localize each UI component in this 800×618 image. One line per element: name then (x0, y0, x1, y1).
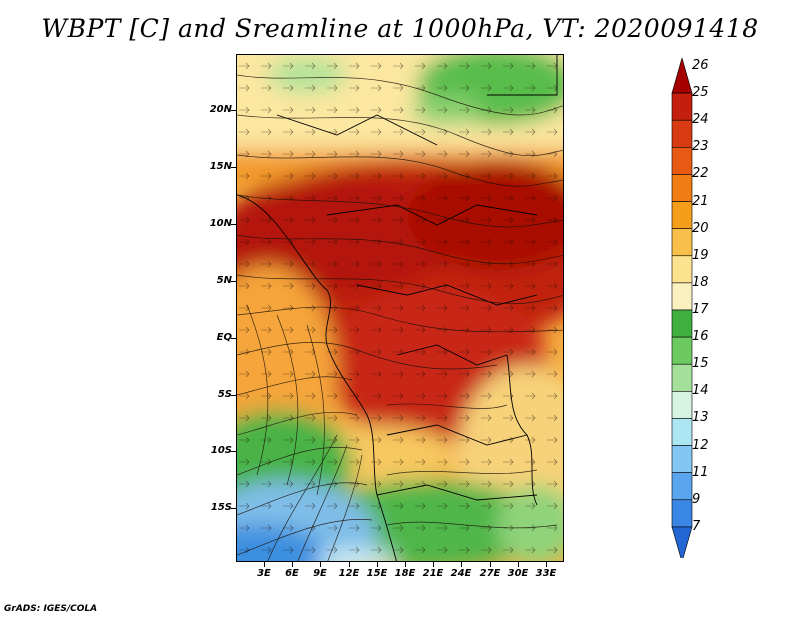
colorbar-label: 9 (692, 491, 701, 507)
colorbar (671, 58, 693, 558)
lon-label: 9E (313, 568, 327, 579)
tick (231, 395, 236, 396)
tick (349, 562, 350, 567)
streamline-arrows (237, 55, 563, 561)
lon-label: 24E (450, 568, 472, 579)
tick (231, 224, 236, 225)
colorbar-segment (671, 228, 693, 257)
tick (405, 562, 406, 567)
colorbar-segment (671, 336, 693, 365)
lon-label: 33E (535, 568, 557, 579)
colorbar-label: 7 (692, 518, 701, 534)
tick (231, 451, 236, 452)
colorbar-label: 22 (692, 166, 709, 182)
colorbar-segment (671, 58, 693, 94)
lat-label: EQ (216, 332, 232, 343)
colorbar-label: 14 (692, 383, 709, 399)
colorbar-label: 12 (692, 437, 709, 453)
colorbar-segment (671, 309, 693, 338)
colorbar-segment (671, 282, 693, 311)
lon-label: 3E (257, 568, 271, 579)
colorbar-segment (671, 526, 693, 558)
lon-label: 12E (338, 568, 360, 579)
colorbar-segment (671, 445, 693, 473)
colorbar-segment (671, 472, 693, 501)
tick (546, 562, 547, 567)
tick (518, 562, 519, 567)
lat-label: 10N (209, 218, 232, 229)
colorbar-label: 21 (692, 193, 709, 209)
lon-label: 21E (422, 568, 444, 579)
colorbar-label: 17 (692, 302, 709, 317)
footer-credit: GrADS: IGES/COLA (4, 604, 98, 614)
tick (377, 562, 378, 567)
colorbar-label: 19 (692, 247, 709, 263)
lat-label: 15N (209, 161, 232, 172)
colorbar-label: 13 (692, 410, 709, 426)
colorbar-segment (671, 92, 693, 121)
tick (231, 110, 236, 111)
tick (433, 562, 434, 567)
tick (231, 167, 236, 168)
colorbar-segment (671, 147, 693, 175)
tick (264, 562, 265, 567)
colorbar-label: 15 (692, 356, 709, 372)
colorbar-label: 16 (692, 329, 709, 345)
colorbar-segment (671, 201, 693, 229)
lon-label: 6E (285, 568, 299, 579)
colorbar-segment (671, 418, 693, 446)
tick (490, 562, 491, 567)
colorbar-segment (671, 255, 693, 284)
tick (231, 281, 236, 282)
lon-label: 18E (394, 568, 416, 579)
lon-label: 15E (366, 568, 388, 579)
tick (292, 562, 293, 567)
lat-label: 15S (210, 502, 232, 513)
tick (231, 508, 236, 509)
colorbar-label: 18 (692, 274, 709, 290)
colorbar-segment (671, 363, 693, 392)
colorbar-label: 26 (692, 58, 709, 73)
lat-label: 20N (209, 104, 232, 115)
tick (231, 338, 236, 339)
map-title: WBPT [C] and Sreamline at 1000hPa, VT: 2… (41, 14, 759, 43)
colorbar-segment (671, 391, 693, 419)
colorbar-segment (671, 119, 693, 148)
lat-label: 10S (210, 445, 232, 456)
colorbar-segment (671, 174, 693, 202)
lon-label: 27E (479, 568, 501, 579)
colorbar-label: 11 (692, 464, 709, 480)
lat-label: 5S (217, 389, 232, 400)
colorbar-label: 20 (692, 220, 709, 236)
tick (320, 562, 321, 567)
lon-label: 30E (507, 568, 529, 579)
colorbar-label: 24 (692, 112, 709, 128)
colorbar-label: 25 (692, 85, 709, 101)
lat-label: 5N (216, 275, 232, 286)
map-panel (236, 54, 564, 562)
colorbar-segment (671, 499, 693, 528)
wbpt-field-map (237, 55, 563, 561)
colorbar-label: 23 (692, 139, 709, 155)
tick (461, 562, 462, 567)
